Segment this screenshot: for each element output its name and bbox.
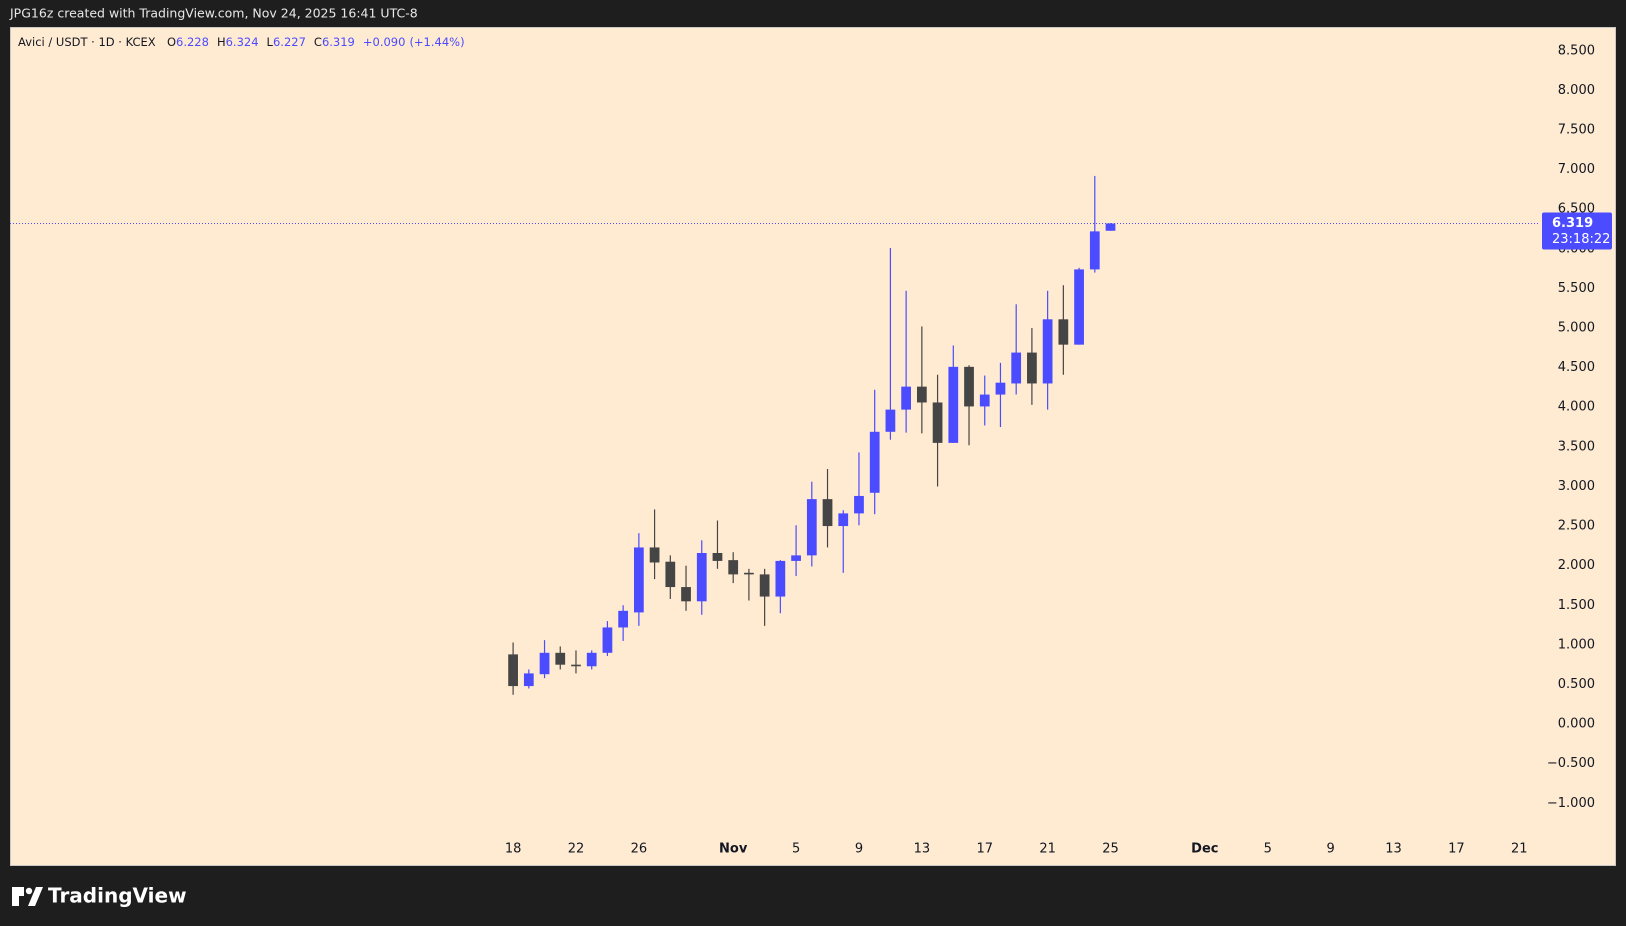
legend-value: 6.227 [273,35,306,49]
y-tick-label: 1.000 [1558,637,1595,652]
legend-value: 6.319 [322,35,355,49]
y-tick-label: 1.500 [1558,598,1595,613]
candle-body [979,394,990,407]
x-tick-label: 21 [1511,842,1528,857]
legend-change-pct: (+1.44%) [409,35,464,49]
candle-body [1011,352,1022,384]
x-tick-label: 25 [1102,842,1119,857]
candle-body [665,561,676,588]
candle-body [822,499,833,527]
candle-body [555,652,566,665]
legend-key: O [167,35,176,49]
candle-body [1074,269,1084,345]
legend-text: Avici / USDT · 1D · KCEX O6.228 H6.324 L6.2… [18,35,465,49]
candle-body [1058,319,1069,345]
candle-body [571,664,581,667]
candle-body [885,409,896,432]
candle-body [854,495,864,514]
legend: Avici / USDT · 1D · KCEX O6.228 H6.324 L6.2… [18,35,465,49]
symbol: Avici / USDT · 1D · KCEX [18,35,156,49]
candle-body [633,547,644,613]
x-tick-label: Dec [1191,842,1218,857]
countdown: 23:18:22 [1552,232,1610,247]
x-tick-label: 9 [1326,842,1334,857]
candle-body [932,402,943,443]
logo: TradingView [12,884,187,908]
x-tick-label: 5 [792,842,800,857]
logo-dot [25,887,33,895]
legend-value: 6.324 [226,35,259,49]
x-tick-label: 13 [914,842,931,857]
logo-text: TradingView [48,884,187,908]
candle-body [948,366,959,443]
plot-area [10,27,1616,866]
candle-body [1027,352,1037,384]
y-tick-label: 5.000 [1558,321,1595,336]
y-tick-label: 3.000 [1558,479,1595,494]
y-tick-label: 3.500 [1558,439,1595,454]
legend-key: H [217,35,226,49]
candle-body [838,513,849,527]
candle-body [775,560,786,597]
x-tick-label: 18 [505,842,522,857]
candle-body [681,587,691,602]
candle-body [712,552,723,561]
candle-body [964,366,974,407]
y-tick-label: 7.500 [1558,122,1595,137]
y-tick-label: −0.500 [1547,756,1595,771]
legend-key: C [314,35,322,49]
candle-body [1042,319,1053,384]
candle-body [1105,223,1116,231]
y-tick-label: 4.000 [1558,400,1595,415]
x-tick-label: 17 [976,842,993,857]
y-tick-label: 8.500 [1558,43,1595,58]
x-tick-label: 13 [1385,842,1402,857]
y-tick-label: 2.500 [1558,519,1595,534]
x-tick-label: Nov [719,842,748,857]
price-label-box [1542,212,1612,250]
candle-body [539,652,550,675]
y-tick-label: 5.500 [1558,281,1595,296]
legend-change: +0.090 [363,35,406,49]
x-tick-label: 21 [1039,842,1056,857]
candle-body [586,652,597,667]
candle-body [869,431,880,493]
y-tick-label: 2.000 [1558,558,1595,573]
y-tick-label: 8.000 [1558,83,1595,98]
candle-body [618,610,629,628]
candle-body [649,547,660,563]
candle-body [602,627,613,653]
x-tick-label: 26 [631,842,648,857]
y-tick-label: 7.000 [1558,162,1595,177]
y-tick-label: 0.000 [1558,717,1595,732]
y-tick-label: 4.500 [1558,360,1595,375]
candle-body [791,555,801,561]
candle-body [995,382,1006,395]
candle-body [728,560,739,575]
candle-body [806,499,817,556]
legend-value: 6.228 [176,35,209,49]
price-label: 6.319 [1552,216,1593,231]
x-tick-label: 22 [568,842,585,857]
candle-body [696,552,707,602]
candle-body [744,572,754,575]
candle-body [523,673,534,687]
logo-icon [12,887,43,906]
candle-body [1089,231,1100,270]
x-tick-label: 5 [1264,842,1272,857]
x-tick-label: 17 [1448,842,1465,857]
y-tick-label: 0.500 [1558,677,1595,692]
candle-body [916,386,927,403]
legend-key: L [267,35,274,49]
candle-body [508,654,518,687]
header: JPG16z created with TradingView.com, Nov… [9,6,418,21]
candle-body [901,386,912,410]
candle-body [759,574,770,597]
x-tick-label: 9 [855,842,863,857]
y-tick-label: −1.000 [1547,796,1595,811]
